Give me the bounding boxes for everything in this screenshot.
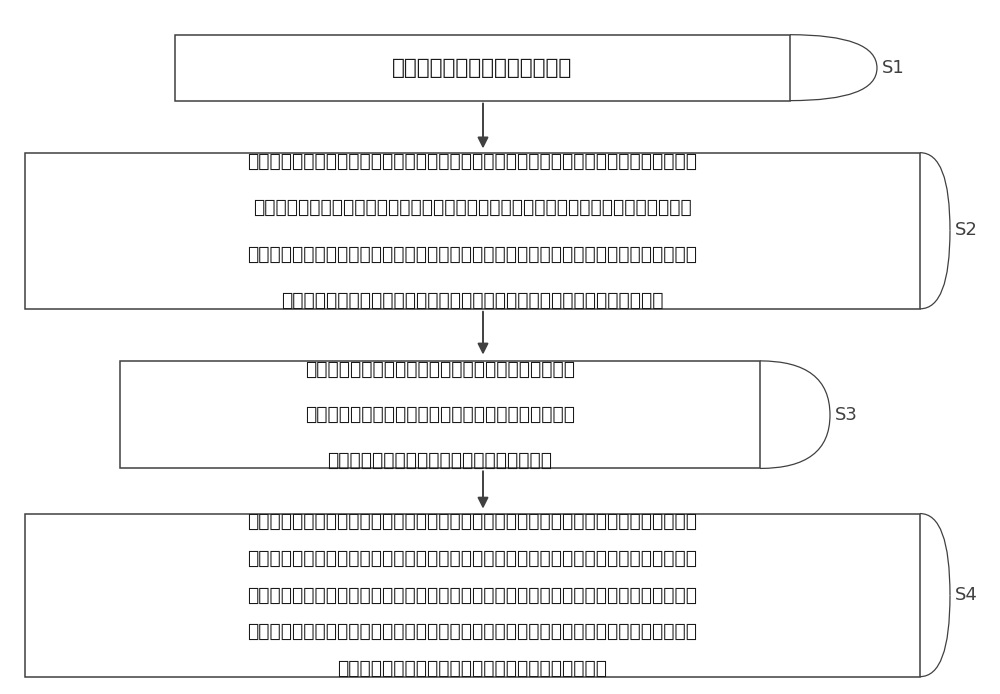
- Text: S3: S3: [835, 406, 858, 424]
- Text: 成神经元的内部活动，脉冲生成器在内部活动达到设定的阈值时，激活神经元: 成神经元的内部活动，脉冲生成器在内部活动达到设定的阈值时，激活神经元: [281, 291, 664, 310]
- Text: 通过忆阻器脉冲耦合神经网络，获取起始顶点到其他顶点的最短路径，向起始顶点对应的神: 通过忆阻器脉冲耦合神经网络，获取起始顶点到其他顶点的最短路径，向起始顶点对应的神: [248, 512, 698, 532]
- Text: 权值映射为忆阻器脉冲耦合神经网络上的突触: 权值映射为忆阻器脉冲耦合神经网络上的突触: [328, 450, 552, 470]
- Bar: [175, 35, 790, 101]
- Bar: [120, 361, 760, 468]
- Text: 经元输入脉冲信号，将其激活后，信号传输给相邻顶点对应的神经元，神经元的突触对应的: 经元输入脉冲信号，将其激活后，信号传输给相邻顶点对应的神经元，神经元的突触对应的: [248, 549, 698, 568]
- Text: 构建顶点及顶点间路径的加权图: 构建顶点及顶点间路径的加权图: [392, 58, 573, 78]
- Text: 将加权图映射到忆阻器脉冲耦合神经网络，加权图中的: 将加权图映射到忆阻器脉冲耦合神经网络，加权图中的: [305, 359, 575, 379]
- Text: S2: S2: [955, 221, 978, 239]
- Text: S1: S1: [882, 59, 905, 77]
- Text: 冲生成器，感受域包括连接部分和输入部分，连接部分设有一组与相邻的神经元连接的突: 冲生成器，感受域包括连接部分和输入部分，连接部分设有一组与相邻的神经元连接的突: [253, 198, 692, 217]
- Text: 构建忆阻器脉冲耦合神经网络，神经网络包括一组神经元，神经元包括感受域、调制域和脉: 构建忆阻器脉冲耦合神经网络，神经网络包括一组神经元，神经元包括感受域、调制域和脉: [248, 151, 698, 171]
- Text: 路径权值不同，使得相邻顶点对应的神经元具有不同的激活时间，突触对应的路径权值最小: 路径权值不同，使得相邻顶点对应的神经元具有不同的激活时间，突触对应的路径权值最小: [248, 586, 698, 604]
- Text: 的顶点，其对应的神经元将先被激活，通过神经元的激活时间及该神经元被激活时其对应项: 的顶点，其对应的神经元将先被激活，通过神经元的激活时间及该神经元被激活时其对应项: [248, 623, 698, 641]
- Text: S4: S4: [955, 586, 978, 604]
- Bar: [25, 153, 920, 309]
- Bar: [25, 514, 920, 677]
- Text: 触，输入部分接收神经网络的外部输入，调制域将连接部分和输入部分的输出进行调节，形: 触，输入部分接收神经网络的外部输入，调制域将连接部分和输入部分的输出进行调节，形: [248, 244, 698, 264]
- Text: 顶点映射为忆阻器脉冲耦合神经网络上的神经元，路径: 顶点映射为忆阻器脉冲耦合神经网络上的神经元，路径: [305, 405, 575, 424]
- Text: 点的前驱顶点，得到从起始顶点到其他顶点的最短路径: 点的前驱顶点，得到从起始顶点到其他顶点的最短路径: [338, 659, 608, 678]
